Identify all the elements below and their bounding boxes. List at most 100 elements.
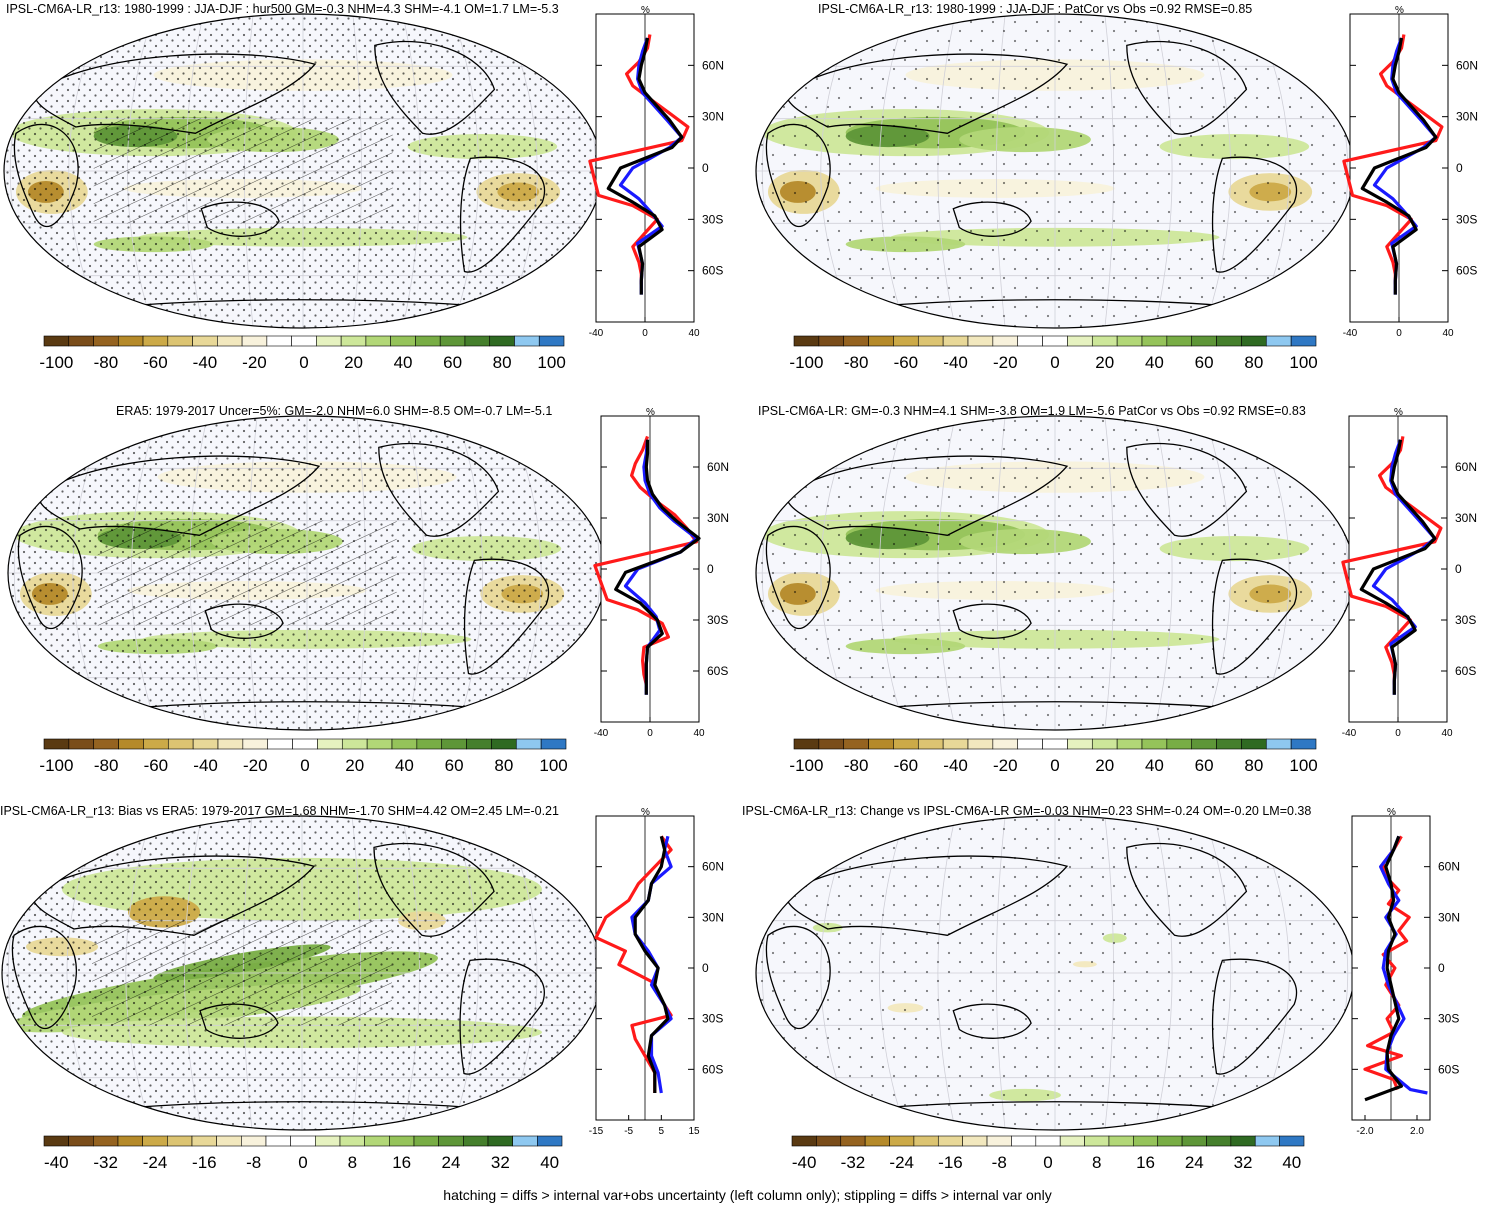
- lat-tick-label: 30S: [1438, 1012, 1459, 1026]
- lat-tick-label: 60S: [1438, 1062, 1459, 1076]
- colorbar-label: 80: [494, 756, 513, 775]
- coastline: [463, 558, 550, 675]
- footnote: hatching = diffs > internal var+obs unce…: [443, 1187, 1052, 1203]
- coastline: [17, 525, 83, 630]
- colorbar-label: 16: [1136, 1153, 1155, 1172]
- colorbar-swatch: [487, 1135, 513, 1147]
- x-tick-label: -15: [589, 1126, 604, 1137]
- coastline: [1211, 558, 1298, 675]
- lat-tick-label: 0: [1456, 161, 1463, 175]
- colorbar-swatch: [315, 1135, 341, 1147]
- profile-unit: %: [646, 407, 655, 418]
- colorbar-swatch: [1279, 1135, 1305, 1147]
- colorbar-label: -24: [889, 1153, 914, 1172]
- lat-tick-label: 60S: [707, 664, 728, 678]
- panel-title: IPSL-CM6A-LR_r13: Bias vs ERA5: 1979-201…: [0, 804, 559, 818]
- colorbar-swatch: [317, 738, 343, 750]
- colorbar-swatch: [93, 738, 119, 750]
- colorbar-label: 20: [1095, 353, 1114, 372]
- colorbar-swatch: [389, 1135, 415, 1147]
- coastline: [37, 455, 321, 536]
- coastline: [200, 201, 280, 237]
- colorbar-swatch: [341, 738, 368, 750]
- colorbar-swatch: [942, 335, 969, 347]
- colorbar-label: 40: [1145, 756, 1164, 775]
- colorbar-label: 40: [540, 1153, 559, 1172]
- colorbar-label: 0: [1043, 1153, 1052, 1172]
- colorbar-swatch: [167, 738, 194, 750]
- colorbar-label: -40: [193, 756, 218, 775]
- coastline: [33, 53, 317, 134]
- colorbar-swatch: [962, 1135, 988, 1147]
- x-tick-label: 40: [688, 328, 700, 339]
- lat-tick-label: 60N: [707, 460, 729, 474]
- colorbar-swatch: [816, 1135, 842, 1147]
- colorbar-swatch: [291, 335, 317, 347]
- panel-title: IPSL-CM6A-LR_r13: Change vs IPSL-CM6A-LR…: [742, 804, 1312, 818]
- colorbar-swatch: [893, 335, 919, 347]
- map-field: [8, 416, 606, 730]
- colorbar-swatch: [1157, 1135, 1183, 1147]
- stippling-layer: [756, 416, 1354, 730]
- lat-tick-label: 0: [702, 961, 709, 975]
- colorbar-label: 0: [298, 1153, 307, 1172]
- lat-tick-label: 60N: [1456, 58, 1478, 72]
- coastline: [765, 123, 831, 228]
- colorbar-swatch: [1035, 1135, 1061, 1147]
- colorbar-label: 0: [299, 353, 308, 372]
- colorbar-swatch: [267, 738, 293, 750]
- lat-tick-label: 30N: [702, 110, 724, 124]
- lat-tick-label: 60S: [702, 264, 723, 278]
- colorbar-label: 0: [1050, 353, 1059, 372]
- x-tick-label: 0: [1396, 328, 1402, 339]
- colorbar-swatch: [986, 1135, 1012, 1147]
- coastline: [1126, 442, 1248, 537]
- lat-tick-label: 30S: [702, 212, 723, 226]
- colorbar-label: 16: [392, 1153, 411, 1172]
- colorbar-swatch: [1290, 738, 1317, 750]
- colorbar-swatch: [1290, 335, 1317, 347]
- coastline: [1211, 958, 1298, 1075]
- colorbar-swatch: [216, 1135, 242, 1147]
- colorbar-label: 60: [443, 353, 462, 372]
- profile-line-black: [1364, 835, 1404, 1102]
- colorbar-swatch: [1241, 738, 1267, 750]
- colorbar-swatch: [242, 738, 269, 750]
- colorbar-label: 60: [1195, 756, 1214, 775]
- colorbar-swatch: [1084, 1135, 1110, 1147]
- hatching-layer: [93, 118, 393, 224]
- lat-tick-label: 60N: [1455, 460, 1477, 474]
- colorbar-swatch: [241, 335, 268, 347]
- colorbar-swatch: [466, 738, 492, 750]
- colorbar-swatch: [1017, 738, 1043, 750]
- coastline: [11, 925, 77, 1030]
- lat-tick-label: 30N: [1455, 511, 1477, 525]
- colorbar-label: -20: [993, 353, 1018, 372]
- colorbar-swatch: [514, 335, 540, 347]
- colorbar-swatch: [1141, 738, 1168, 750]
- colorbar-swatch: [143, 738, 169, 750]
- colorbar-label: 32: [1234, 1153, 1253, 1172]
- colorbar-label: -80: [94, 353, 119, 372]
- colorbar-swatch: [1265, 335, 1292, 347]
- hatching-layer: [92, 920, 392, 1026]
- colorbar-label: 40: [1282, 1153, 1301, 1172]
- stippling-layer: [756, 14, 1354, 328]
- colorbar-swatch: [68, 335, 94, 347]
- colorbar-label: -80: [844, 756, 869, 775]
- figure-panel-p4: % 60N 30N 0 30S 60S -40 0 40 -100 -80 -60 -40 -20 0 20 4…: [755, 407, 1477, 775]
- colorbar-label: 32: [491, 1153, 510, 1172]
- colorbar-swatch: [491, 738, 517, 750]
- colorbar-label: 24: [442, 1153, 461, 1172]
- lat-tick-label: 30S: [702, 1012, 723, 1026]
- colorbar-swatch: [415, 335, 441, 347]
- colorbar-swatch: [413, 1135, 439, 1147]
- colorbar-swatch: [292, 738, 318, 750]
- figure-panel-p5: % 60N 30N 0 30S 60S -15 -5 5 15 -40 -32 -24 -16 -8 0 8 16…: [1, 807, 724, 1172]
- colorbar-label: -100: [39, 353, 73, 372]
- colorbar-swatch: [515, 738, 542, 750]
- x-tick-label: -5: [624, 1126, 633, 1137]
- colorbar-label: 100: [539, 756, 567, 775]
- lat-tick-label: 60S: [702, 1062, 723, 1076]
- colorbar-swatch: [266, 335, 292, 347]
